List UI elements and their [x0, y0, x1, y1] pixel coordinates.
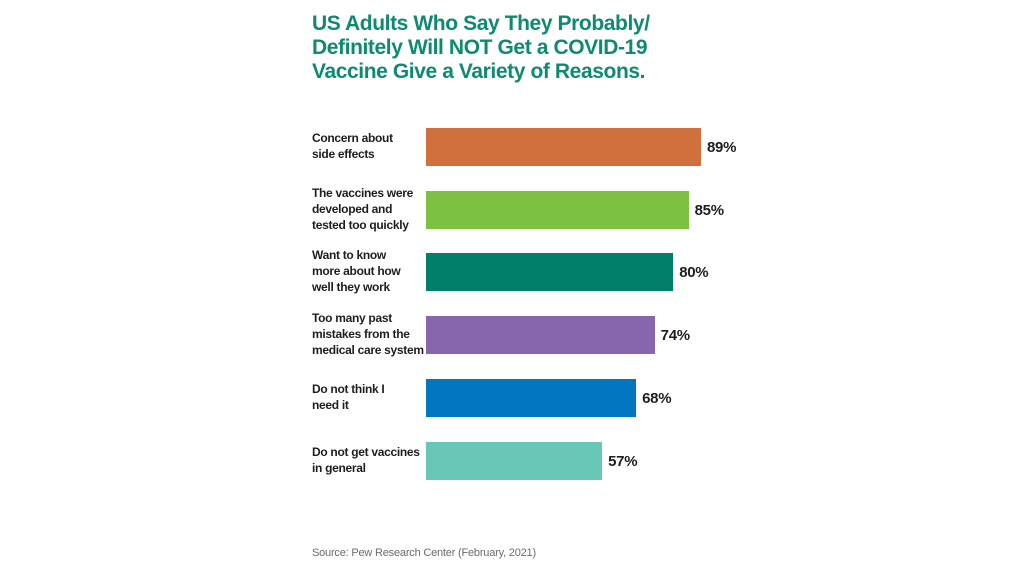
category-label-line: Want to know — [312, 248, 386, 263]
category-label-line: more about how — [312, 264, 401, 279]
category-label-line: Do not think I — [312, 381, 385, 396]
value-label-3: 74% — [660, 327, 690, 345]
chart-title-line-2: Definitely Will NOT Get a COVID-19 — [312, 36, 648, 59]
category-label-line: tested too quickly — [312, 217, 409, 232]
chart-title-line-1: US Adults Who Say They Probably/ — [312, 12, 650, 35]
category-label-5: Do not get vaccines in general — [312, 444, 424, 476]
bar-3 — [426, 316, 655, 355]
bar-1 — [426, 190, 689, 229]
category-label-1: The vaccines were developed and tested too… — [312, 185, 424, 233]
category-label-0: Concern about side effects — [312, 130, 424, 162]
category-label-line: in general — [312, 460, 366, 475]
value-label-1: 85% — [694, 201, 724, 219]
category-label-line: mistakes from the — [312, 327, 410, 342]
category-label-line: side effects — [312, 147, 375, 161]
value-label-2: 80% — [679, 264, 709, 282]
category-label-line: well they work — [312, 280, 390, 295]
category-label-2: Want to know more about how well they work — [312, 247, 424, 295]
bar-0 — [426, 128, 701, 166]
category-label-line: medical care system — [312, 343, 424, 358]
bar-4 — [426, 378, 637, 417]
category-label-line: The vaccines were — [312, 185, 413, 200]
category-label-line: need it — [312, 397, 349, 412]
value-label-0: 89% — [707, 139, 737, 156]
source-note: Source: Pew Research Center (February, 2… — [312, 547, 536, 559]
category-label-line: developed and — [312, 201, 393, 216]
category-label-line: Do not get vaccines — [312, 444, 420, 459]
bar-2 — [426, 253, 674, 292]
bar-5 — [426, 441, 603, 480]
value-label-5: 57% — [608, 452, 638, 470]
category-label-line: Concern about — [312, 131, 393, 145]
chart-title: US Adults Who Say They Probably/ Definit… — [312, 12, 732, 84]
category-label-3: Too many past mistakes from the medical ca… — [312, 310, 424, 358]
chart-title-line-3: Vaccine Give a Variety of Reasons. — [312, 60, 646, 83]
value-label-4: 68% — [642, 389, 672, 407]
category-label-line: Too many past — [312, 311, 392, 326]
